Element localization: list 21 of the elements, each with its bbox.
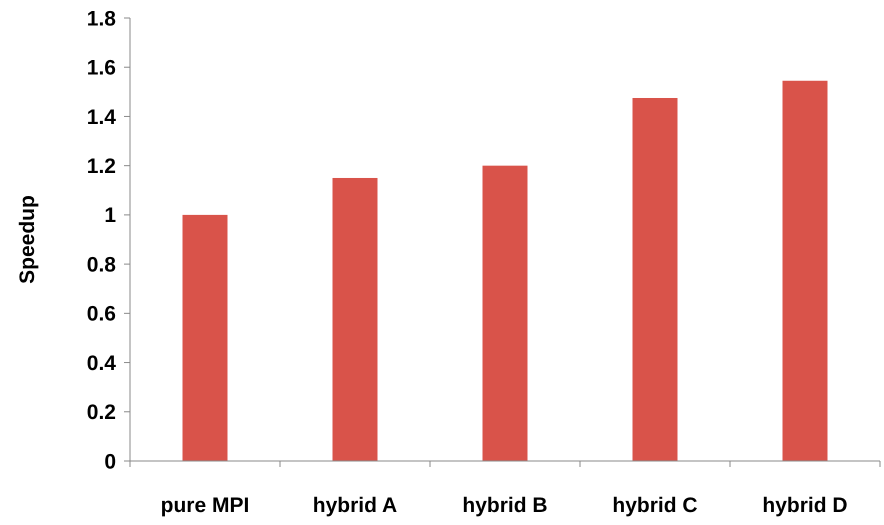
y-tick-label: 1.6 — [86, 56, 116, 80]
x-tick-label: pure MPI — [160, 494, 250, 517]
bar — [332, 178, 378, 461]
y-tick-label: 0.8 — [86, 253, 116, 276]
x-tick-label: hybrid C — [612, 494, 698, 517]
y-tick-label: 0 — [104, 450, 116, 474]
bar — [632, 98, 678, 461]
x-tick-label: hybrid A — [312, 494, 398, 517]
y-tick-label: 1.2 — [86, 155, 116, 178]
y-tick-label: 1 — [104, 204, 116, 228]
bar — [782, 80, 828, 461]
bar — [182, 214, 228, 461]
x-tick-label: hybrid B — [462, 494, 548, 517]
y-axis-title: Speedup — [16, 195, 39, 284]
x-tick-label: hybrid D — [762, 494, 848, 517]
y-tick-label: 0.4 — [86, 352, 116, 375]
y-tick-label: 1.8 — [86, 7, 116, 30]
y-tick-label: 1.4 — [86, 106, 116, 129]
y-tick-label: 0.6 — [86, 302, 116, 326]
y-tick-label: 0.2 — [86, 401, 116, 424]
bar — [482, 166, 528, 461]
